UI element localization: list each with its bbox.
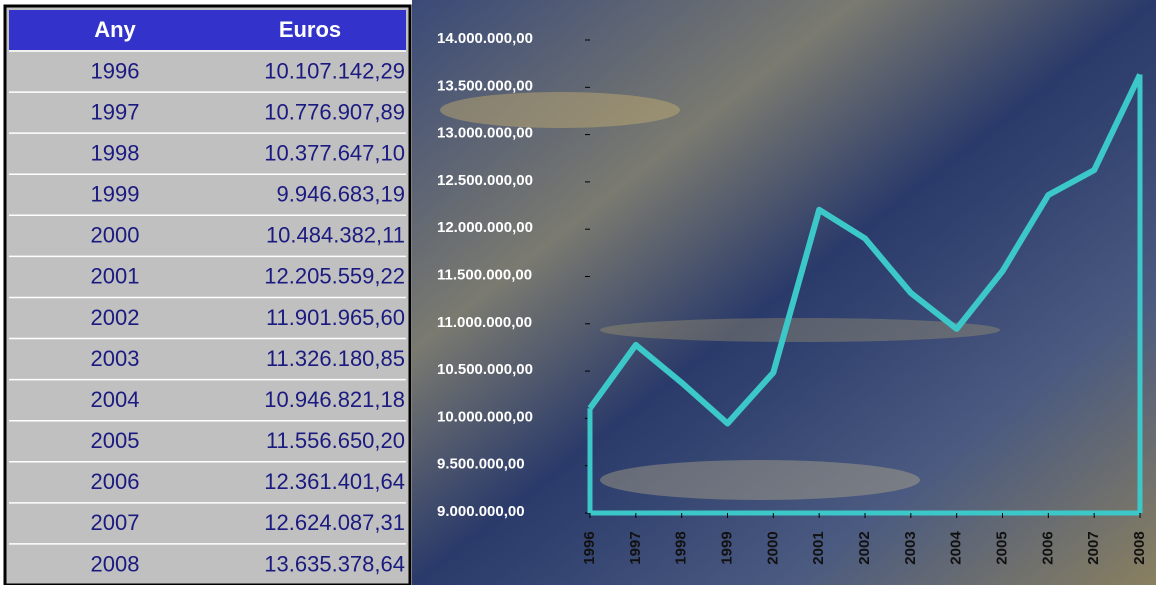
cell: 10.946.821,18: [264, 387, 405, 412]
cell: 9.946.683,19: [277, 182, 405, 207]
cell: 2003: [91, 346, 140, 371]
cell: 2005: [91, 428, 140, 453]
y-tick-label: 13.500.000,00: [437, 77, 533, 94]
x-tick-label: 2007: [1085, 531, 1102, 564]
x-tick-label: 2003: [902, 531, 919, 564]
y-tick-label: 14.000.000,00: [437, 30, 533, 47]
cell: 1997: [91, 99, 140, 124]
cell: 12.624.087,31: [264, 510, 405, 535]
cell: 13.635.378,64: [264, 551, 405, 576]
y-tick-label: 11.000.000,00: [437, 314, 532, 331]
y-tick-label: 10.500.000,00: [437, 361, 533, 378]
cloud: [600, 460, 920, 500]
x-tick-label: 2004: [948, 531, 965, 565]
y-tick-label: 11.500.000,00: [437, 266, 532, 283]
x-tick-label: 2005: [993, 531, 1010, 564]
cell: 1996: [91, 58, 140, 83]
cell: 10.484.382,11: [266, 223, 405, 248]
cell: 2006: [91, 469, 140, 494]
cell: 11.901.965,60: [266, 305, 405, 330]
table-frame: [3, 4, 412, 587]
x-tick-label: 2000: [764, 531, 781, 564]
cloud: [440, 92, 680, 128]
cell: 2000: [91, 223, 140, 248]
data-line: [587, 73, 1143, 427]
cell: 2002: [91, 305, 140, 330]
x-tick-label: 1998: [673, 531, 690, 564]
chart-background: [412, 0, 1156, 585]
closing-edge: [587, 74, 1143, 513]
cell: 11.326.180,85: [266, 346, 405, 371]
cell: 2001: [91, 264, 140, 289]
x-tick-label: 1996: [581, 531, 598, 564]
cell: 2007: [91, 510, 140, 535]
table: Any Euros 1996 10.107.142,29 1997 10.776.907,…: [9, 17, 406, 576]
table-header: [9, 10, 406, 50]
cell: 10.377.647,10: [264, 141, 405, 166]
x-tick-label: 1999: [718, 531, 735, 564]
header-cell: Euros: [279, 17, 341, 42]
cloud: [600, 318, 1000, 342]
cell: 12.361.401,64: [264, 469, 405, 494]
y-tick-label: 9.000.000,00: [437, 503, 525, 520]
x-tick-label: 1997: [627, 531, 644, 564]
y-tick-label: 9.500.000,00: [437, 456, 525, 473]
header-cell: Any: [94, 17, 136, 42]
cell: 1999: [91, 182, 140, 207]
x-tick-label: 2001: [810, 531, 827, 564]
x-tick-label: 2002: [856, 531, 873, 564]
cell: 10.107.142,29: [264, 58, 405, 83]
cell: 2008: [91, 551, 140, 576]
cell: 12.205.559,22: [264, 264, 405, 289]
cell: 11.556.650,20: [266, 428, 405, 453]
chart: 9.000.000,00 9.500.000,00 10.000.000,00 10.…: [437, 30, 1148, 565]
y-tick-label: 13.000.000,00: [437, 125, 533, 142]
y-tick-label: 12.500.000,00: [437, 172, 533, 189]
y-tick-label: 12.000.000,00: [437, 219, 533, 236]
y-tick-label: 10.000.000,00: [437, 408, 533, 425]
x-tick-label: 2006: [1039, 531, 1056, 564]
cell: 1998: [91, 141, 140, 166]
cell: 2004: [91, 387, 140, 412]
x-tick-label: 2008: [1131, 531, 1148, 564]
cell: 10.776.907,89: [264, 99, 405, 124]
